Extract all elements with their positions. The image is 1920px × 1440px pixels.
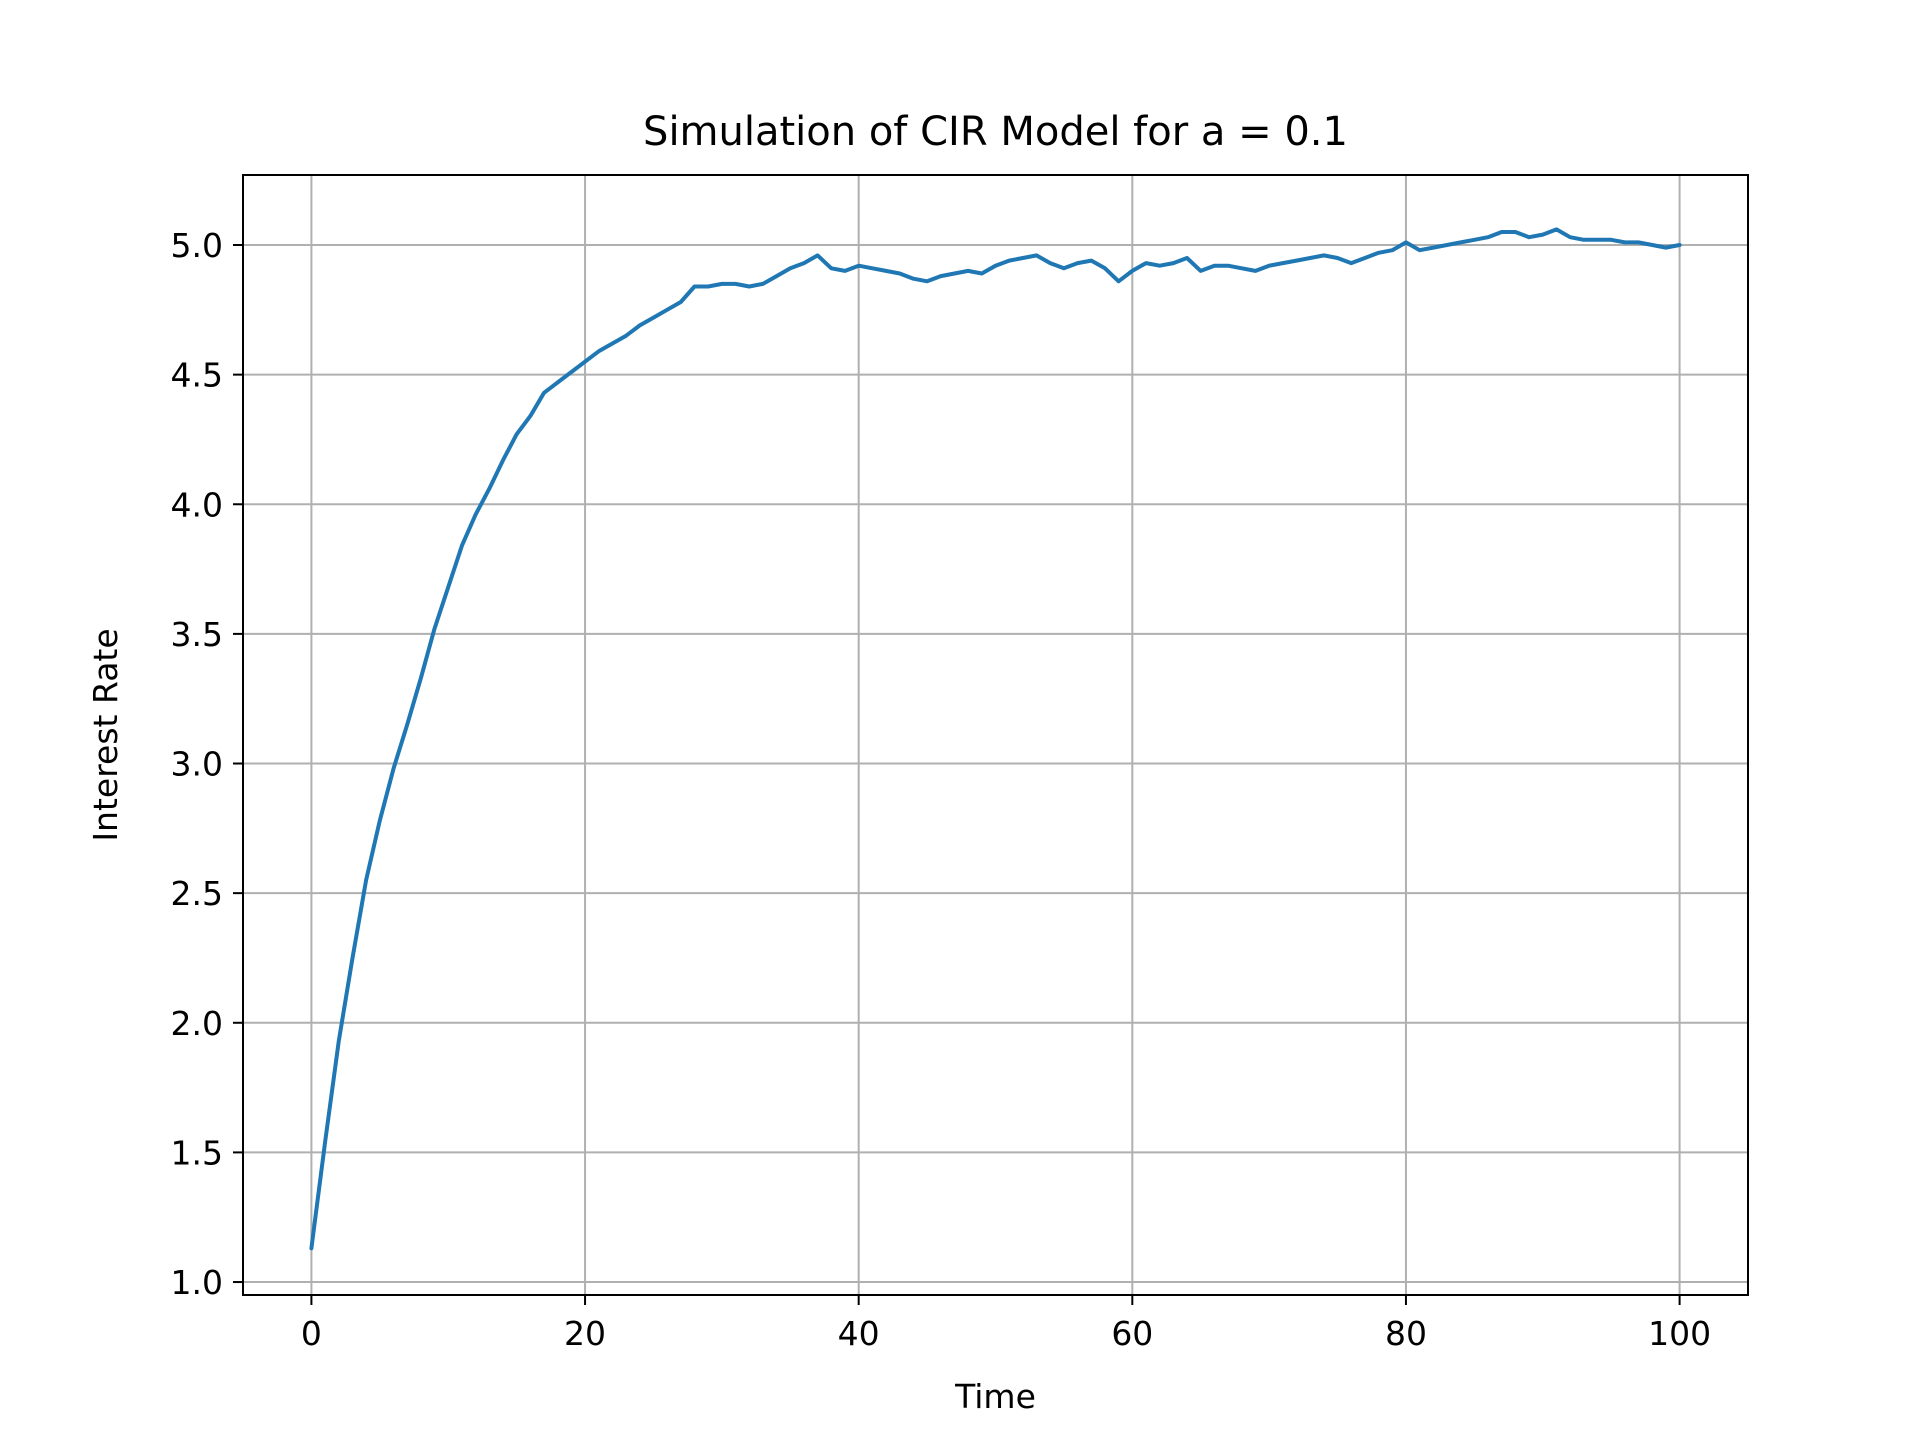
x-tick-label: 60 (1111, 1314, 1153, 1353)
y-tick-label: 3.0 (171, 745, 223, 784)
x-axis-ticks: 0 20 40 60 80 100 (301, 1295, 1711, 1353)
y-tick-label: 3.5 (171, 615, 223, 654)
x-axis-label: Time (954, 1377, 1036, 1416)
x-tick-label: 40 (838, 1314, 880, 1353)
y-tick-label: 2.5 (171, 874, 223, 913)
x-tick-label: 100 (1648, 1314, 1711, 1353)
y-tick-label: 5.0 (171, 226, 223, 265)
y-tick-label: 1.5 (171, 1133, 223, 1172)
plot-area (309, 227, 1682, 1251)
y-tick-label: 4.5 (171, 356, 223, 395)
x-tick-label: 80 (1385, 1314, 1427, 1353)
y-tick-label: 2.0 (171, 1004, 223, 1043)
chart-title: Simulation of CIR Model for a = 0.1 (643, 109, 1348, 155)
x-tick-label: 0 (301, 1314, 322, 1353)
y-axis-label: Interest Rate (86, 628, 125, 841)
x-tick-label: 20 (564, 1314, 606, 1353)
axes-frame (242, 174, 1749, 1296)
grid-lines (243, 175, 1748, 1295)
y-tick-label: 1.0 (171, 1263, 223, 1302)
series-line-0 (309, 227, 1682, 1251)
y-axis-ticks: 1.0 1.5 2.0 2.5 3.0 3.5 4.0 4.5 5.0 (171, 226, 243, 1302)
y-tick-label: 4.0 (171, 485, 223, 524)
